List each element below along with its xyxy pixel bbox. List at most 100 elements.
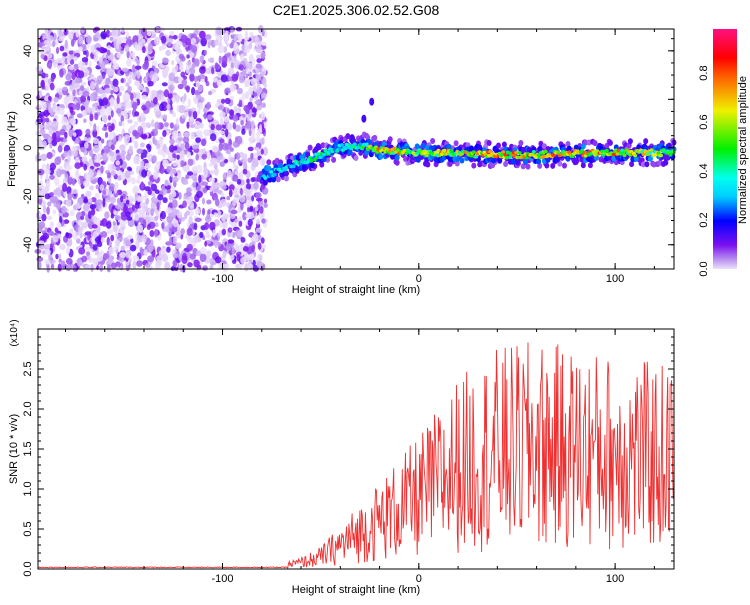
noise-point — [231, 73, 238, 82]
noise-point — [195, 250, 202, 257]
noise-point — [192, 110, 198, 120]
noise-point — [229, 83, 237, 92]
noise-point — [189, 51, 195, 58]
noise-point — [238, 75, 245, 84]
noise-point — [232, 174, 239, 182]
noise-point — [190, 37, 197, 44]
noise-point — [256, 58, 263, 63]
ridge-point — [503, 153, 508, 157]
noise-point — [261, 218, 266, 224]
noise-point — [155, 26, 160, 34]
x-tick-label: 100 — [606, 573, 624, 585]
snr-yscale-label: (x10⁴) — [9, 319, 20, 346]
noise-point — [192, 181, 197, 188]
noise-point — [151, 90, 158, 96]
noise-point — [144, 162, 151, 169]
noise-point — [118, 121, 123, 127]
noise-point — [167, 93, 173, 99]
ridge-point — [565, 141, 571, 147]
noise-point — [92, 244, 98, 251]
noise-point — [123, 134, 131, 143]
noise-point — [168, 139, 176, 144]
noise-point — [121, 121, 125, 127]
noise-point — [171, 60, 175, 66]
noise-point — [145, 263, 151, 268]
noise-point — [204, 34, 212, 40]
noise-point — [186, 227, 193, 236]
noise-point — [95, 83, 99, 91]
noise-point — [224, 143, 232, 150]
noise-point — [214, 239, 219, 248]
noise-point — [138, 209, 145, 218]
ridge-point — [442, 148, 447, 153]
noise-point — [167, 152, 173, 161]
ridge-point — [313, 146, 319, 153]
noise-point — [51, 120, 58, 128]
ridge-point — [420, 142, 426, 149]
noise-point — [223, 115, 230, 123]
noise-point — [162, 159, 169, 168]
noise-point — [216, 79, 223, 87]
noise-point — [247, 261, 252, 269]
noise-point — [245, 91, 250, 100]
ridge-point — [447, 160, 453, 167]
noise-point — [211, 66, 215, 75]
noise-point — [55, 253, 59, 260]
noise-point — [46, 152, 53, 159]
noise-point — [104, 87, 111, 94]
colorbar: 0.0 0.2 0.4 0.6 0.8 Normalized spectral ampl… — [698, 29, 749, 277]
x-tick-label: 0 — [416, 573, 422, 585]
noise-point — [89, 113, 94, 122]
ridge-point — [611, 152, 616, 157]
noise-point — [59, 45, 65, 52]
ridge-point — [643, 138, 649, 145]
noise-point — [223, 46, 227, 53]
noise-point — [57, 145, 63, 153]
noise-point — [172, 42, 179, 51]
noise-point — [228, 56, 232, 61]
noise-point — [164, 179, 169, 187]
noise-point — [234, 124, 241, 132]
noise-point — [120, 245, 126, 251]
noise-point — [231, 246, 235, 255]
noise-point — [94, 113, 99, 121]
ridge-point — [580, 162, 586, 169]
noise-point — [50, 74, 55, 83]
noise-point — [110, 213, 115, 219]
noise-point — [248, 42, 253, 50]
noise-point — [132, 64, 136, 74]
colorbar-tick-label: 0.8 — [698, 65, 710, 80]
noise-point — [197, 85, 203, 93]
noise-point — [119, 222, 126, 227]
noise-point — [176, 211, 183, 219]
noise-point — [134, 192, 138, 201]
noise-point — [115, 107, 122, 114]
noise-point — [131, 204, 135, 212]
x-tick-label: -100 — [212, 573, 234, 585]
noise-point — [134, 141, 139, 149]
noise-point — [100, 111, 106, 117]
noise-point — [233, 48, 240, 55]
ridge-point — [430, 138, 436, 144]
noise-point — [91, 224, 98, 229]
noise-point — [217, 45, 225, 54]
noise-point — [240, 119, 244, 126]
noise-point — [224, 97, 231, 105]
noise-point — [51, 195, 59, 203]
ridge-point — [301, 164, 307, 171]
noise-point — [255, 44, 263, 54]
noise-point — [105, 106, 112, 116]
spectrogram-plot: -100 0 100 -40 -20 0 20 40 Height of straight l… — [6, 24, 677, 296]
noise-point — [187, 98, 191, 107]
ridge-point — [454, 156, 460, 163]
noise-point — [71, 72, 76, 80]
ridge-point — [378, 153, 384, 160]
x-tick-label: -100 — [212, 273, 234, 285]
noise-point — [198, 150, 203, 157]
noise-point — [168, 72, 176, 82]
noise-point — [189, 253, 196, 260]
noise-point — [65, 73, 72, 81]
noise-point — [258, 234, 262, 240]
ridge-point — [562, 162, 567, 169]
noise-point — [96, 79, 102, 85]
